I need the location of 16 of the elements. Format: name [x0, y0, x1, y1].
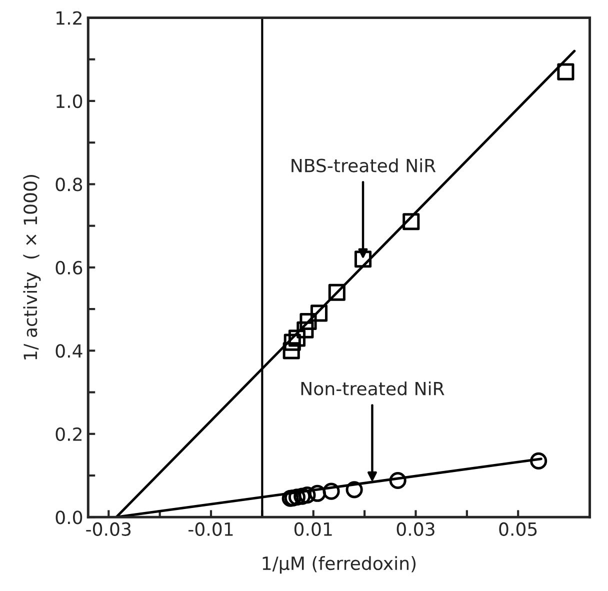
x-axis-title: 1/μM (ferredoxin) [262, 556, 416, 574]
y-tick-label: 0.2 [56, 427, 82, 442]
annotation: NBS-treated NiR [292, 158, 436, 172]
x-tick-label: -0.03 [86, 522, 131, 536]
y-tick-label: 0.4 [56, 344, 82, 358]
y-tick-label: 0.8 [56, 178, 82, 192]
x-tick-label: 0.03 [396, 522, 434, 536]
y-tick-label: 1.0 [56, 94, 82, 108]
y-tick-label: 0.0 [56, 510, 82, 524]
x-tick-label: 0.05 [499, 522, 537, 536]
x-tick-label: 0.01 [294, 522, 332, 536]
x-tick-label: -0.01 [188, 522, 233, 536]
annotation: Non-treated NiR [301, 381, 444, 396]
y-tick-label: 1.2 [56, 11, 82, 25]
y-tick-label: 0.6 [56, 260, 82, 275]
y-axis-title: 1/ activity ( × 1000) [23, 174, 41, 360]
